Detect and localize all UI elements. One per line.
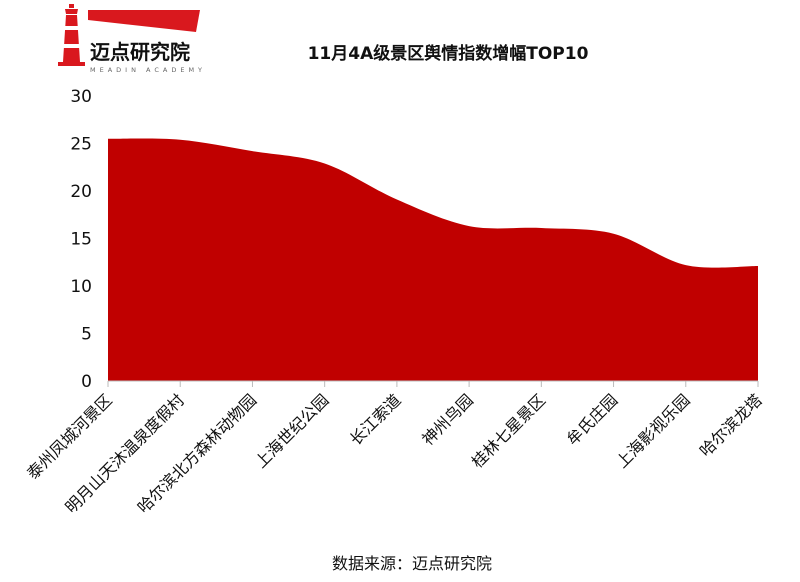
y-tick-label: 25 — [70, 135, 92, 155]
x-tick-label: 长江索道 — [346, 390, 405, 449]
y-axis: 0 5 10 15 20 25 30 — [70, 87, 92, 392]
x-tick-label: 神州鸟园 — [418, 390, 477, 449]
y-tick-label: 10 — [70, 277, 92, 297]
x-tick-label: 哈尔滨龙塔 — [696, 390, 766, 460]
x-tick-label: 上海世纪公园 — [251, 390, 332, 471]
brand-tagline: MEADIN ACADEMY — [90, 66, 206, 74]
brand-name: 迈点研究院 — [90, 40, 190, 64]
x-tick-label: 牟氏庄园 — [563, 390, 622, 449]
y-tick-label: 0 — [81, 372, 92, 392]
y-tick-label: 15 — [70, 230, 92, 250]
chart-title: 11月4A级景区舆情指数增幅TOP10 — [308, 43, 589, 64]
y-tick-label: 30 — [70, 87, 92, 107]
x-tick-label: 上海影视乐园 — [612, 390, 693, 471]
plot-area — [108, 138, 758, 381]
x-tick-label: 桂林七星景区 — [468, 390, 549, 471]
y-tick-label: 5 — [81, 325, 92, 345]
brand-logo: 迈点研究院 MEADIN ACADEMY — [58, 4, 206, 74]
x-tick-label: 明月山天沐温泉度假村 — [61, 390, 188, 517]
brand-banner — [88, 10, 200, 32]
area-series — [108, 138, 758, 381]
lighthouse-icon — [58, 4, 85, 66]
x-tick-label: 哈尔滨北方森林动物园 — [134, 390, 261, 517]
y-tick-label: 20 — [70, 182, 92, 202]
source-note: 数据来源：迈点研究院 — [332, 554, 492, 573]
